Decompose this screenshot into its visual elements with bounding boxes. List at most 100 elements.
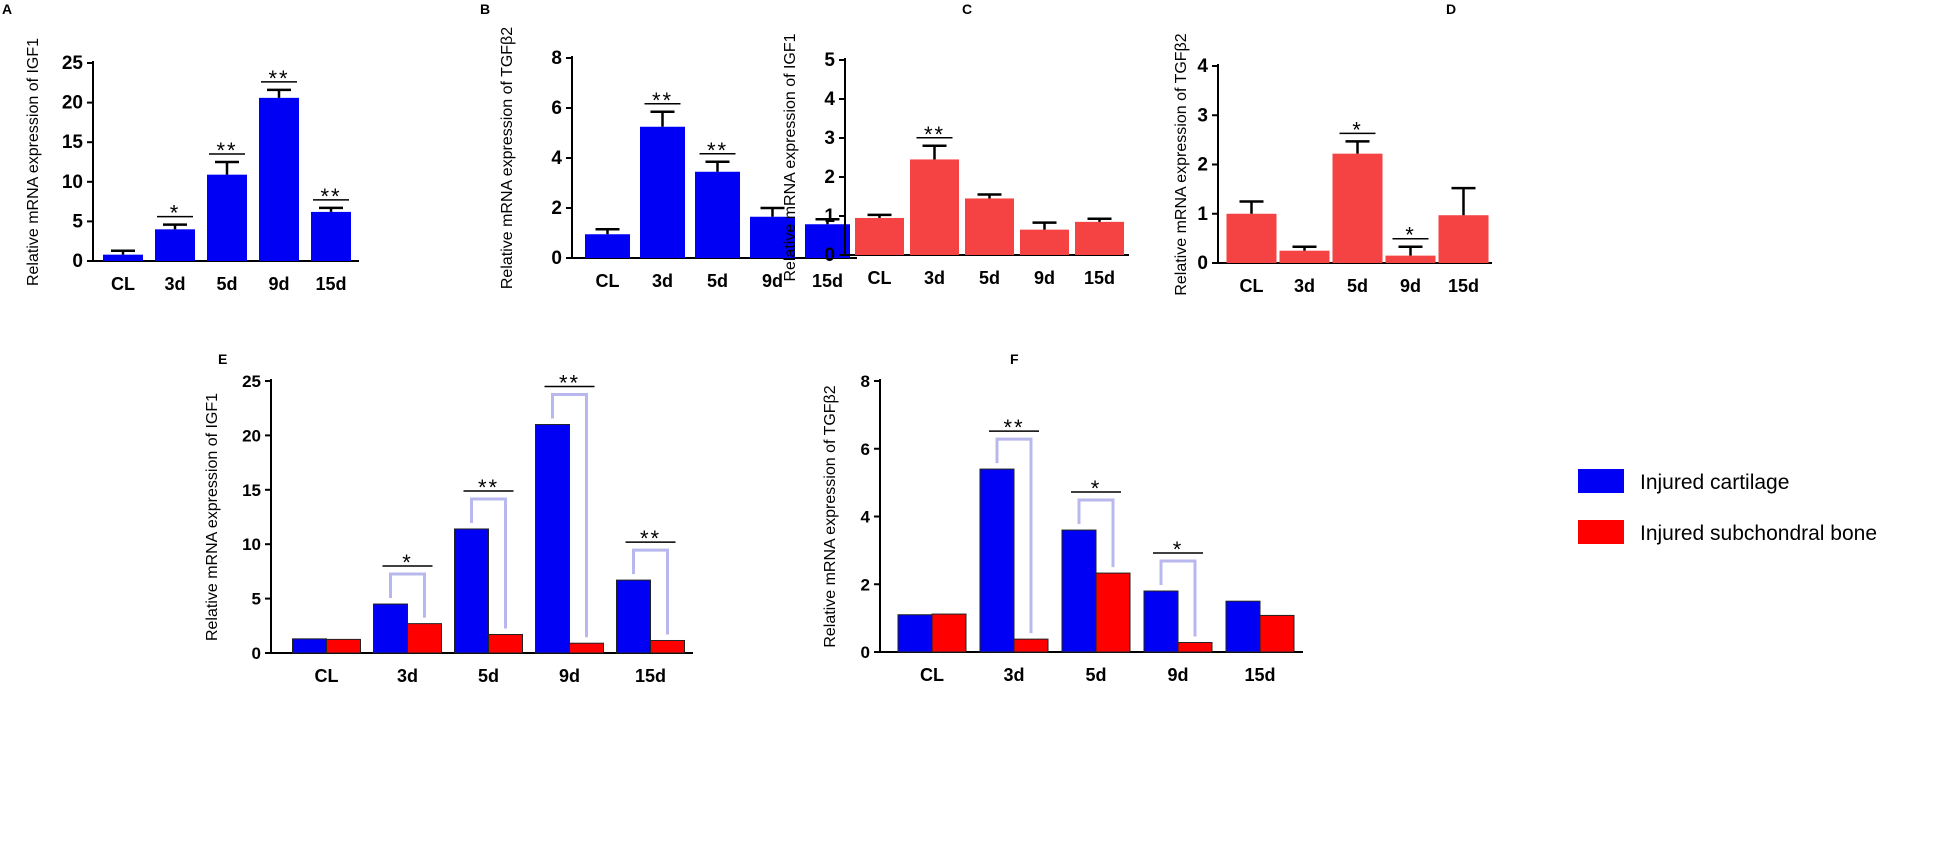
legend-label-subchondral: Injured subchondral bone (1640, 522, 1877, 545)
x-tick-label: 9d (1167, 665, 1188, 685)
y-tick-label: 0 (72, 251, 83, 272)
bar (259, 97, 299, 262)
x-tick-label: 9d (268, 274, 289, 294)
x-tick-label: 3d (164, 274, 185, 294)
x-tick-label: 9d (1034, 268, 1055, 288)
y-tick-label: 8 (551, 48, 562, 69)
significance-marker: ** (268, 66, 289, 91)
comparison-bracket (470, 497, 507, 629)
x-tick-label: CL (596, 271, 620, 291)
bar-cartilage (454, 528, 489, 654)
significance-marker: * (1091, 476, 1102, 501)
y-tick-label: 5 (72, 211, 83, 232)
y-tick-label: 4 (551, 148, 562, 169)
legend-swatch-subchondral (1578, 520, 1624, 544)
significance-marker: ** (478, 475, 499, 500)
x-tick-label: 5d (979, 268, 1000, 288)
x-tick-label: 5d (707, 271, 728, 291)
significance-marker: * (1352, 117, 1363, 142)
panel-label-b: B (480, 1, 490, 17)
y-tick-label: 25 (242, 372, 261, 391)
y-tick-label: 3 (824, 128, 835, 149)
bar (311, 211, 351, 261)
y-axis-title: Relative mRNA expression of IGF1 (782, 33, 799, 281)
y-tick-label: 5 (252, 590, 261, 609)
y-tick-label: 8 (861, 372, 870, 391)
y-tick-label: 25 (62, 53, 84, 74)
comparison-bracket (551, 393, 588, 638)
bar-subchondral (1177, 642, 1213, 653)
legend-swatch-cartilage (1578, 469, 1624, 493)
bar-cartilage (292, 638, 327, 654)
panel-label-d: D (1446, 1, 1456, 17)
y-tick-label: 10 (242, 535, 261, 554)
comparison-bracket (389, 572, 426, 618)
bar-subchondral (326, 638, 361, 654)
y-axis-title: Relative mRNA expression of IGF1 (25, 38, 42, 286)
y-tick-label: 0 (1197, 253, 1208, 274)
y-tick-label: 2 (551, 198, 562, 219)
bar-cartilage (1143, 590, 1179, 653)
bar (1438, 215, 1489, 263)
chart-panel-b: 0 2 4 6 8 Relative mRNA expression of TGFβ2 CL… (499, 27, 857, 291)
x-tick-label: CL (1240, 276, 1264, 296)
significance-marker: * (402, 550, 413, 575)
bar-subchondral (569, 642, 604, 654)
bar (103, 254, 143, 261)
bar (910, 159, 959, 255)
bar-subchondral (1259, 614, 1295, 653)
y-tick-label: 20 (62, 93, 83, 114)
legend: Injured cartilage Injured subchondral bo… (1578, 469, 1877, 545)
bar-subchondral (1095, 572, 1131, 653)
x-tick-label: 9d (559, 666, 580, 686)
panel-label-c: C (962, 1, 972, 17)
bar-subchondral (931, 613, 967, 653)
panel-label-f: F (1010, 351, 1019, 367)
y-tick-label: 1 (1197, 204, 1208, 225)
bar-subchondral (1013, 638, 1049, 653)
x-tick-label: 3d (1294, 276, 1315, 296)
significance-marker: ** (924, 122, 945, 147)
x-tick-label: 15d (812, 271, 843, 291)
legend-label-cartilage: Injured cartilage (1640, 471, 1789, 494)
bar-cartilage (897, 614, 933, 653)
x-tick-label: 15d (1244, 665, 1275, 685)
bar-cartilage (1225, 600, 1261, 653)
y-tick-label: 3 (1197, 105, 1208, 126)
bar-cartilage (373, 603, 408, 654)
x-tick-label: 5d (1085, 665, 1106, 685)
bar (695, 171, 740, 258)
significance-marker: ** (640, 526, 661, 551)
bar-subchondral (488, 634, 523, 654)
y-tick-label: 20 (242, 426, 261, 445)
y-axis-title: Relative mRNA expression of TGFβ2 (822, 385, 839, 647)
bar (1226, 213, 1277, 263)
y-tick-label: 4 (861, 508, 871, 527)
significance-marker: ** (559, 371, 580, 396)
chart-panel-d: 0 1 2 3 4 Relative mRNA expression of TGFβ2 CL… (1173, 33, 1492, 296)
y-tick-label: 0 (252, 644, 261, 663)
x-tick-label: 3d (397, 666, 418, 686)
bar (1020, 229, 1069, 255)
bar (1075, 221, 1124, 255)
chart-panel-f: 0 2 4 6 8 Relative mRNA expression of TGFβ2 CL… (822, 372, 1303, 685)
bar (155, 229, 195, 261)
x-tick-label: CL (111, 274, 135, 294)
bar-cartilage (616, 579, 651, 654)
y-tick-label: 4 (1197, 56, 1208, 77)
y-axis-title: Relative mRNA expression of TGFβ2 (1173, 33, 1190, 295)
y-tick-label: 2 (1197, 155, 1208, 176)
significance-marker: ** (707, 138, 728, 163)
bar (1279, 250, 1330, 263)
y-tick-label: 5 (824, 50, 835, 71)
chart-panel-e: 0 5 10 15 20 25 Relative mRNA expression of IG… (204, 371, 693, 686)
x-tick-label: CL (920, 665, 944, 685)
y-tick-label: 6 (551, 98, 562, 119)
comparison-bracket (1077, 498, 1115, 568)
significance-marker: * (1173, 537, 1184, 562)
comparison-bracket (632, 548, 669, 635)
significance-marker: ** (1003, 415, 1024, 440)
panel-label-e: E (218, 351, 227, 367)
x-tick-label: 3d (652, 271, 673, 291)
